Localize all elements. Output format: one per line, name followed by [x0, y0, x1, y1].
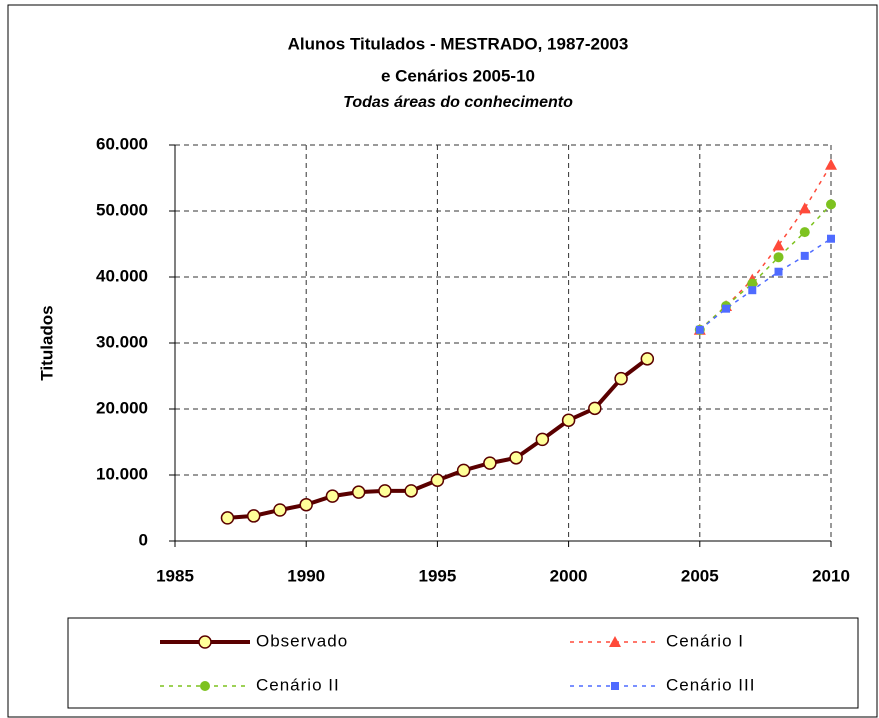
marker [748, 286, 757, 295]
y-tick-label: 20.000 [96, 398, 148, 417]
marker [404, 484, 418, 498]
chart-subtitle: Todas áreas do conhecimento [343, 94, 573, 111]
marker [695, 325, 704, 334]
marker [798, 202, 811, 214]
marker [747, 278, 758, 289]
legend-label: Observado [256, 631, 348, 650]
marker [772, 239, 785, 251]
marker [827, 234, 835, 243]
y-tick-label: 0 [139, 530, 148, 549]
marker [773, 252, 784, 263]
chart-title: e Cenários 2005-10 [381, 66, 535, 85]
marker [561, 413, 576, 427]
x-tick-label: 1995 [418, 566, 456, 585]
marker [378, 484, 392, 498]
marker [800, 251, 809, 260]
legend-marker [611, 682, 619, 690]
marker [722, 304, 731, 313]
y-tick-label: 60.000 [96, 134, 148, 153]
x-tick-label: 1985 [156, 566, 194, 585]
marker [430, 473, 445, 488]
legend-label: Cenário I [666, 631, 744, 650]
x-tick-label: 1990 [287, 566, 325, 585]
marker [483, 456, 497, 470]
marker [246, 509, 261, 523]
marker [799, 227, 810, 238]
marker [456, 463, 471, 478]
marker [640, 352, 655, 366]
marker [325, 489, 340, 503]
series-line [699, 203, 832, 331]
marker [220, 511, 235, 525]
x-tick-label: 2005 [681, 566, 719, 585]
y-tick-label: 10.000 [96, 464, 148, 483]
legend-box [67, 617, 859, 709]
y-axis-label: Titulados [37, 305, 56, 380]
chart-title: Alunos Titulados - MESTRADO, 1987-2003 [288, 34, 629, 53]
marker [509, 451, 523, 465]
marker [273, 503, 287, 517]
marker [826, 199, 836, 210]
marker [825, 158, 837, 170]
marker [351, 485, 366, 499]
marker [535, 432, 550, 447]
y-tick-label: 50.000 [96, 200, 148, 219]
y-tick-label: 40.000 [96, 266, 148, 285]
marker [614, 371, 628, 386]
series-line [699, 238, 832, 331]
chart-border [7, 4, 878, 718]
marker [588, 401, 602, 416]
legend-label: Cenário II [256, 675, 340, 694]
legend-marker [609, 636, 621, 647]
legend-label: Cenário III [666, 675, 755, 694]
legend-marker [198, 635, 212, 649]
x-tick-label: 2010 [812, 566, 850, 585]
x-tick-label: 2000 [550, 566, 588, 585]
legend-marker [200, 681, 210, 691]
marker [774, 267, 783, 276]
y-tick-label: 30.000 [96, 332, 148, 351]
marker [299, 497, 313, 512]
